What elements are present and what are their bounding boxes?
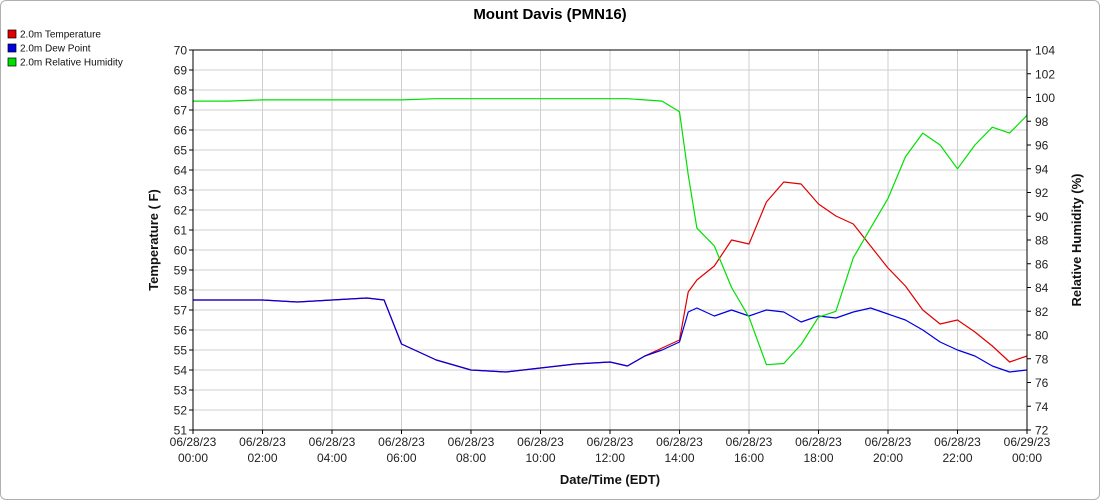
y-tick-label-54: 54	[174, 364, 188, 378]
chart-title: Mount Davis (PMN16)	[473, 6, 626, 23]
y2-tick-label-90: 90	[1035, 210, 1049, 224]
legend-label-relative-humidity: 2.0m Relative Humidity	[20, 58, 123, 69]
x-tick-label-time-8: 16:00	[734, 451, 764, 465]
x-tick-label-date-11: 06/28/23	[934, 435, 981, 449]
x-tick-label-time-10: 20:00	[873, 451, 903, 465]
y2-tick-label-96: 96	[1035, 139, 1049, 153]
y-tick-label-63: 63	[174, 184, 188, 198]
y2-tick-label-98: 98	[1035, 115, 1049, 129]
x-tick-label-time-11: 22:00	[942, 451, 972, 465]
y2-tick-label-86: 86	[1035, 257, 1049, 271]
series-line-2-0m-dew-point	[193, 297, 1028, 373]
axis-ticks: 51 52 53 54 55 56 57 58 59 60 61 62 63 64 65 66 67 68 69 70…	[170, 44, 1056, 466]
x-axis-label: Date/Time (EDT)	[560, 472, 660, 487]
legend-swatch-relative-humidity	[7, 57, 17, 67]
y-tick-label-53: 53	[174, 384, 188, 398]
y2-tick-label-76: 76	[1035, 376, 1049, 390]
x-tick-label-date-7: 06/28/23	[656, 435, 703, 449]
series-line-2-0m-relative-humidity	[193, 98, 1028, 366]
y-tick-label-62: 62	[174, 204, 188, 218]
x-tick-label-date-3: 06/28/23	[378, 435, 425, 449]
y-tick-label-67: 67	[174, 104, 188, 118]
legend-label-temperature: 2.0m Temperature	[20, 30, 101, 41]
x-tick-label-date-5: 06/28/23	[517, 435, 564, 449]
x-tick-label-date-9: 06/28/23	[795, 435, 842, 449]
y2-tick-label-78: 78	[1035, 352, 1049, 366]
x-tick-label-date-2: 06/28/23	[309, 435, 356, 449]
series-lines	[193, 98, 1028, 373]
legend: 2.0m Temperature 2.0m Dew Point 2.0m Rel…	[7, 29, 123, 69]
x-tick-label-time-6: 12:00	[595, 451, 625, 465]
x-tick-label-time-7: 14:00	[664, 451, 694, 465]
y-tick-label-66: 66	[174, 124, 188, 138]
x-tick-label-time-4: 08:00	[456, 451, 486, 465]
legend-label-dew-point: 2.0m Dew Point	[20, 44, 91, 55]
x-tick-label-time-1: 02:00	[247, 451, 277, 465]
y2-tick-label-88: 88	[1035, 234, 1049, 248]
y-tick-label-55: 55	[174, 344, 188, 358]
y-axis-label: Temperature ( F)	[146, 189, 161, 291]
x-tick-label-date-8: 06/28/23	[726, 435, 773, 449]
y2-tick-label-102: 102	[1035, 67, 1055, 81]
x-tick-label-time-2: 04:00	[317, 451, 347, 465]
x-tick-label-date-6: 06/28/23	[587, 435, 634, 449]
y-tick-label-65: 65	[174, 144, 188, 158]
x-tick-label-time-9: 18:00	[803, 451, 833, 465]
y2-tick-label-82: 82	[1035, 305, 1049, 319]
y2-tick-label-84: 84	[1035, 281, 1049, 295]
y2-tick-label-100: 100	[1035, 91, 1055, 105]
y-tick-label-60: 60	[174, 244, 188, 258]
legend-swatch-dew-point	[7, 43, 17, 53]
y-tick-label-61: 61	[174, 224, 188, 238]
y2-tick-label-80: 80	[1035, 329, 1049, 343]
y2-axis-label: Relative Humidity (%)	[1069, 174, 1084, 307]
y-tick-label-69: 69	[174, 64, 188, 78]
y2-tick-label-94: 94	[1035, 162, 1049, 176]
legend-swatch-temperature	[7, 29, 17, 39]
y2-tick-label-92: 92	[1035, 186, 1049, 200]
y2-tick-label-72: 72	[1035, 424, 1049, 438]
y-tick-label-58: 58	[174, 284, 188, 298]
x-tick-label-date-10: 06/28/23	[865, 435, 912, 449]
x-tick-label-date-1: 06/28/23	[239, 435, 286, 449]
y-tick-label-57: 57	[174, 304, 188, 318]
x-tick-label-time-5: 10:00	[525, 451, 555, 465]
y2-tick-label-104: 104	[1035, 44, 1055, 58]
y2-tick-label-74: 74	[1035, 400, 1049, 414]
x-tick-label-time-0: 00:00	[178, 451, 208, 465]
x-tick-label-date-0: 06/28/23	[170, 435, 217, 449]
x-tick-label-date-4: 06/28/23	[448, 435, 495, 449]
y-tick-label-51: 51	[174, 424, 188, 438]
y-tick-label-64: 64	[174, 164, 188, 178]
x-tick-label-date-12: 06/29/23	[1004, 435, 1051, 449]
y-tick-label-59: 59	[174, 264, 188, 278]
y-tick-label-70: 70	[174, 44, 188, 58]
y-tick-label-56: 56	[174, 324, 188, 338]
x-tick-label-time-12: 00:00	[1012, 451, 1042, 465]
y-tick-label-68: 68	[174, 84, 188, 98]
grid-lines	[192, 49, 1028, 431]
y-tick-label-52: 52	[174, 404, 188, 418]
x-tick-label-time-3: 06:00	[386, 451, 416, 465]
